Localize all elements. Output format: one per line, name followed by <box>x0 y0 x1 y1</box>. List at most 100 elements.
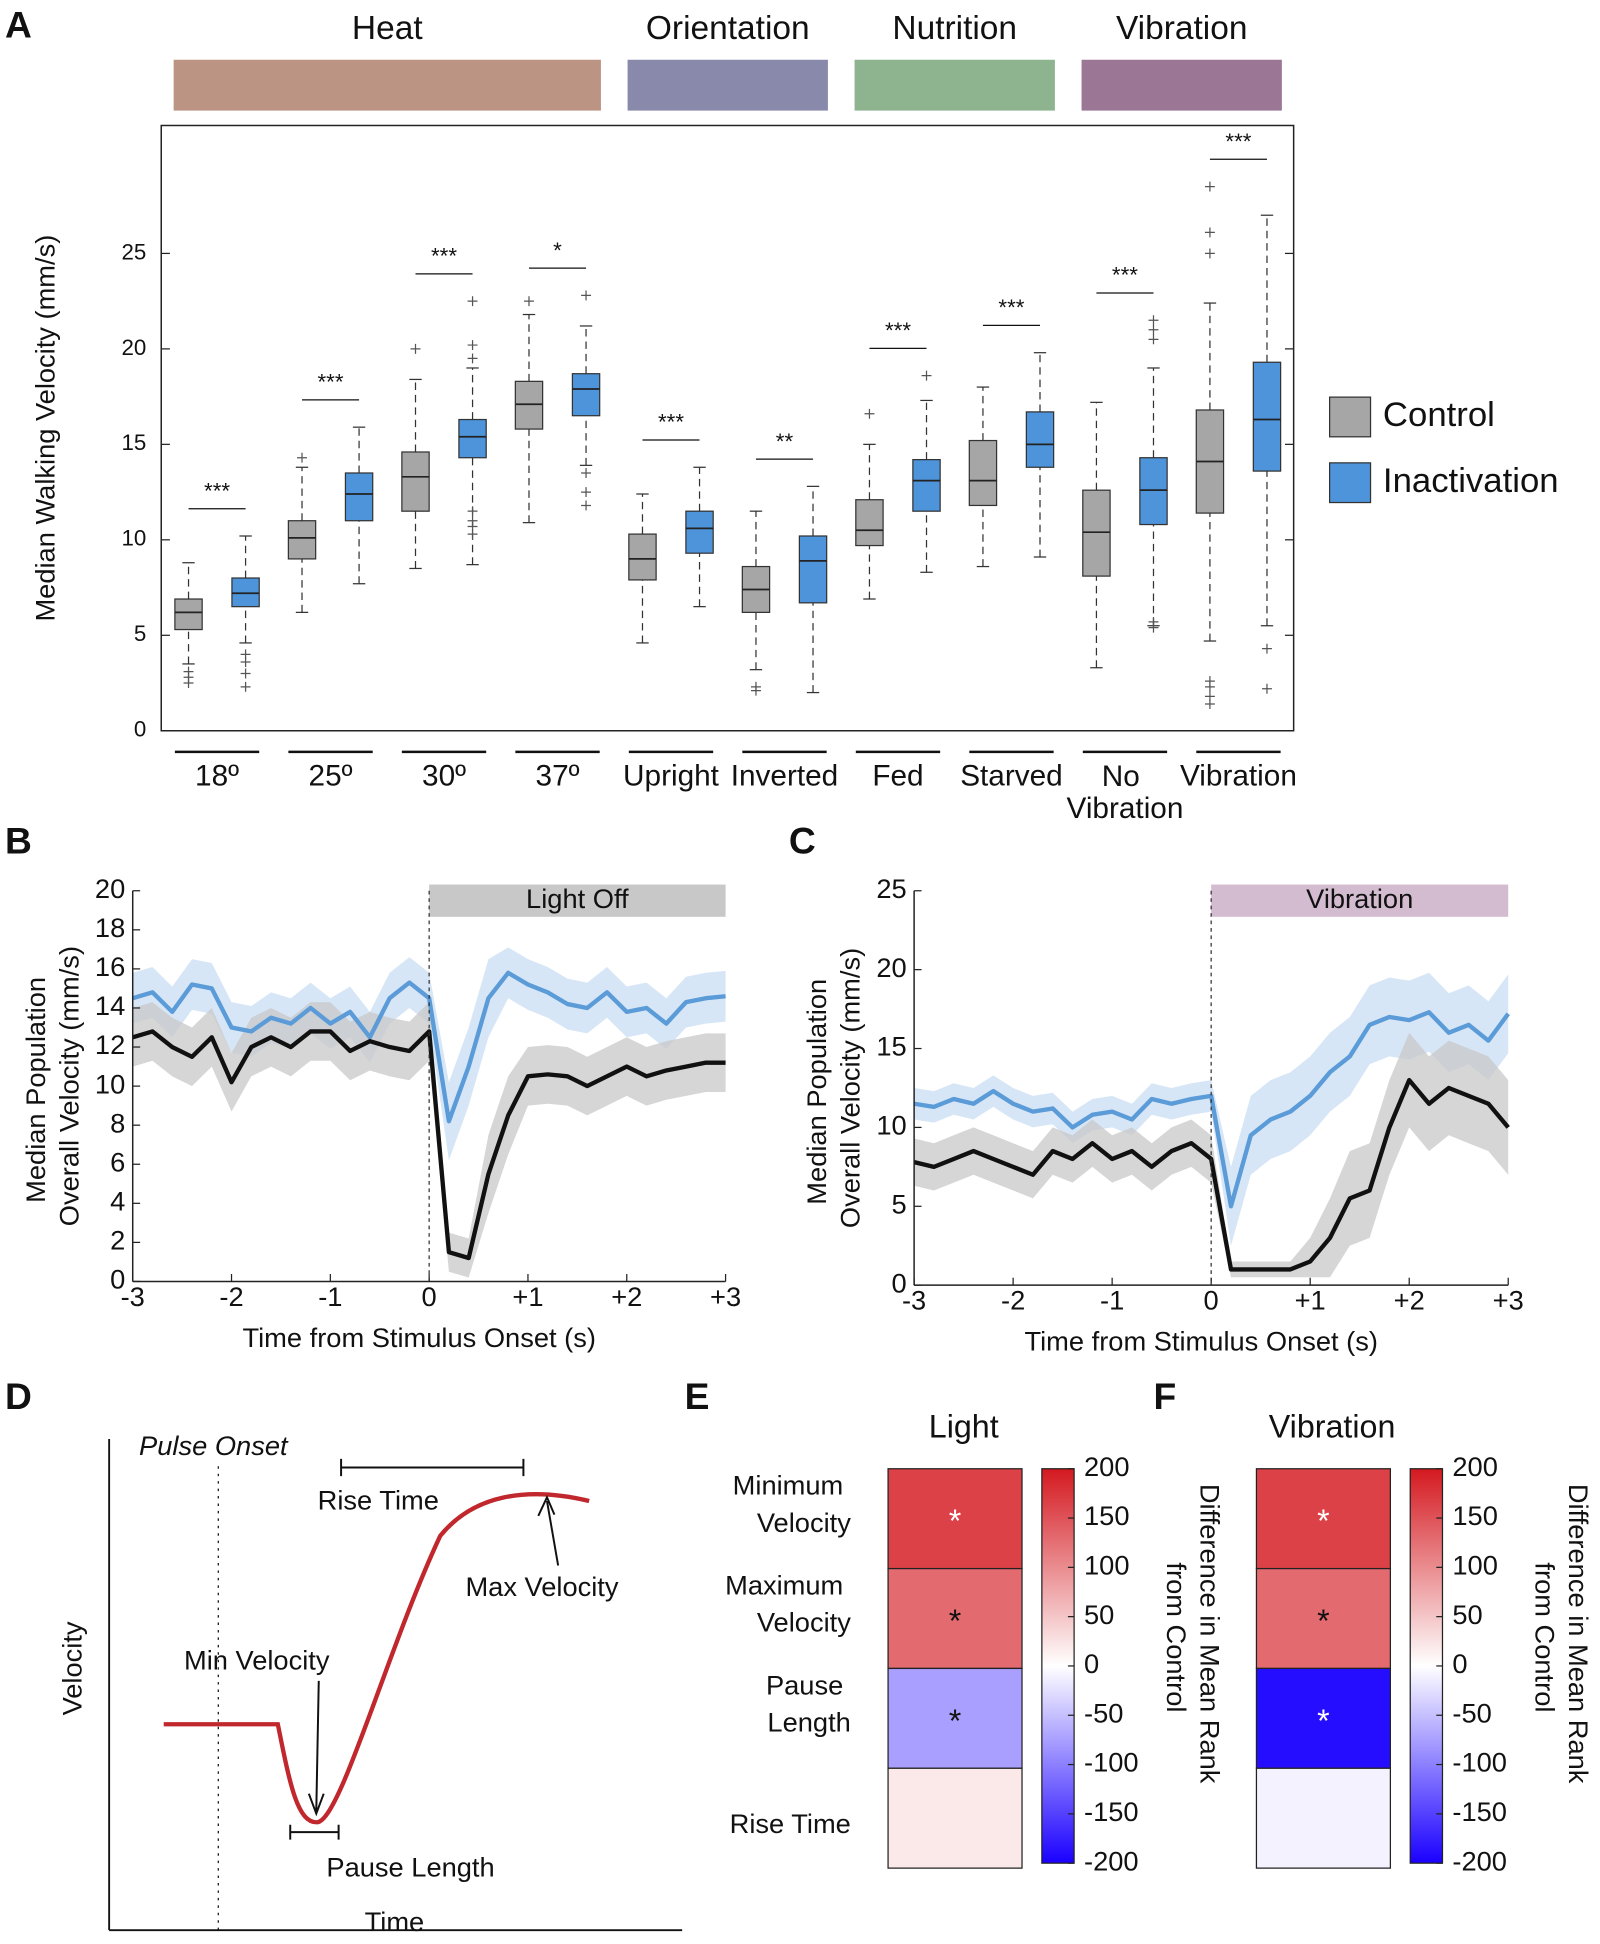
box <box>1025 411 1055 468</box>
y-tick-label: 16 <box>95 951 125 982</box>
x-tick-label: 0 <box>422 1281 437 1312</box>
outlier <box>240 649 251 660</box>
outlier <box>581 487 592 498</box>
row-label: Pause Length <box>766 1670 851 1738</box>
y-tick-label: 25 <box>122 239 147 264</box>
colorbar-tick-label: 50 <box>1452 1599 1482 1630</box>
significance-label: ** <box>776 429 794 454</box>
heatmap-cell <box>887 1468 1023 1570</box>
colorbar-tick-label: -200 <box>1084 1845 1139 1876</box>
arrow <box>307 1680 325 1817</box>
stimulus-bar <box>429 884 726 917</box>
colorbar-tick-label: 100 <box>1452 1550 1498 1581</box>
row-label: Maximum Velocity <box>725 1570 851 1638</box>
colorbar-tick-label: 150 <box>1452 1500 1498 1531</box>
x-tick-label: +1 <box>512 1281 543 1312</box>
pulse-onset-label: Pulse Onset <box>139 1430 289 1461</box>
max-velocity-label: Max Velocity <box>465 1571 618 1602</box>
x-tick-label: +2 <box>611 1281 642 1312</box>
y-tick-label: 8 <box>110 1107 125 1138</box>
outlier <box>297 452 307 463</box>
box <box>514 380 544 430</box>
box <box>968 439 998 507</box>
x-tick-label: 0 <box>1204 1285 1219 1316</box>
outlier <box>240 681 251 692</box>
significance-mark: * <box>949 1703 962 1739</box>
stimulus-label: Vibration <box>1306 883 1413 914</box>
y-axis-label: Median Population Overall Velocity (mm/s… <box>801 948 865 1228</box>
x-tick-label: Upright <box>623 760 720 793</box>
colorbar-tick-label: -150 <box>1452 1796 1507 1827</box>
x-tick-label: Starved <box>960 760 1063 793</box>
legend-swatch <box>1328 396 1372 438</box>
outlier <box>524 296 534 307</box>
x-tick-label: Vibration <box>1180 760 1297 793</box>
panel-label: D <box>5 1375 32 1417</box>
group-bar <box>854 59 1055 111</box>
colorbar-tick-label: 100 <box>1084 1550 1130 1581</box>
heatmap-cell <box>887 1767 1023 1869</box>
colorbar-tick-label: 0 <box>1452 1648 1467 1679</box>
stimulus-bar <box>1211 884 1509 917</box>
confidence-band <box>914 1032 1509 1278</box>
significance-label: *** <box>1112 263 1138 288</box>
confidence-band <box>132 1002 726 1278</box>
stimulus-label: Light Off <box>526 883 629 914</box>
significance-label: *** <box>1225 129 1251 154</box>
group-label: Heat <box>352 10 423 47</box>
significance-label: *** <box>885 318 911 343</box>
significance-label: *** <box>658 410 684 435</box>
colorbar-tick-label: -50 <box>1084 1697 1123 1728</box>
significance-mark: * <box>949 1603 962 1639</box>
y-tick-label: 10 <box>876 1110 906 1141</box>
x-tick-label: -3 <box>121 1281 145 1312</box>
outlier <box>751 681 761 692</box>
plot-frame <box>160 124 1295 732</box>
outlier <box>410 343 421 354</box>
outlier <box>1148 334 1159 345</box>
x-tick-label: 18º <box>195 760 239 793</box>
x-tick-label: 25º <box>309 760 353 793</box>
heatmap-cell <box>1255 1468 1392 1570</box>
x-tick-label: 30º <box>422 760 466 793</box>
x-axis-label: Time from Stimulus Onset (s) <box>1024 1326 1378 1357</box>
significance-mark: * <box>1317 1703 1330 1739</box>
y-tick-label: 5 <box>891 1188 906 1219</box>
heatmap-cell <box>1255 1667 1392 1769</box>
series-line <box>132 1029 726 1261</box>
significance-mark: * <box>1317 1503 1330 1539</box>
outlier <box>921 370 932 381</box>
y-tick-label: 18 <box>95 912 125 943</box>
panel-label: A <box>5 3 32 45</box>
pause-length-label: Pause Length <box>326 1852 494 1883</box>
outlier <box>581 500 592 511</box>
y-tick-label: 20 <box>95 873 125 904</box>
series-line <box>913 1010 1510 1209</box>
box <box>1252 361 1282 472</box>
colorbar-tick-label: -200 <box>1452 1845 1507 1876</box>
y-tick-label: 2 <box>110 1225 125 1256</box>
rise-bracket <box>340 1458 525 1477</box>
y-tick-label: 20 <box>876 952 906 983</box>
significance-label: * <box>553 238 562 263</box>
outlier <box>467 296 478 307</box>
box <box>628 533 657 581</box>
heatmap-title: Vibration <box>1269 1409 1396 1445</box>
x-tick-label: No Vibration <box>1067 760 1184 825</box>
y-tick-label: 10 <box>95 1068 125 1099</box>
group-bar <box>1081 59 1282 111</box>
x-tick-label: +1 <box>1295 1285 1326 1316</box>
outlier <box>1148 324 1159 335</box>
x-tick-label: +2 <box>1394 1285 1425 1316</box>
y-tick-label: 10 <box>122 526 147 551</box>
legend-label: Inactivation <box>1383 462 1559 500</box>
panel-label: E <box>685 1375 710 1417</box>
outlier <box>1204 227 1215 238</box>
group-bar <box>173 59 601 111</box>
colorbar-label: Difference in Mean Rank from Control <box>1529 1484 1593 1791</box>
colorbar-tick-label: 0 <box>1084 1648 1099 1679</box>
box <box>685 510 714 554</box>
x-tick-label: -1 <box>318 1281 342 1312</box>
x-tick-label: -1 <box>1100 1285 1124 1316</box>
